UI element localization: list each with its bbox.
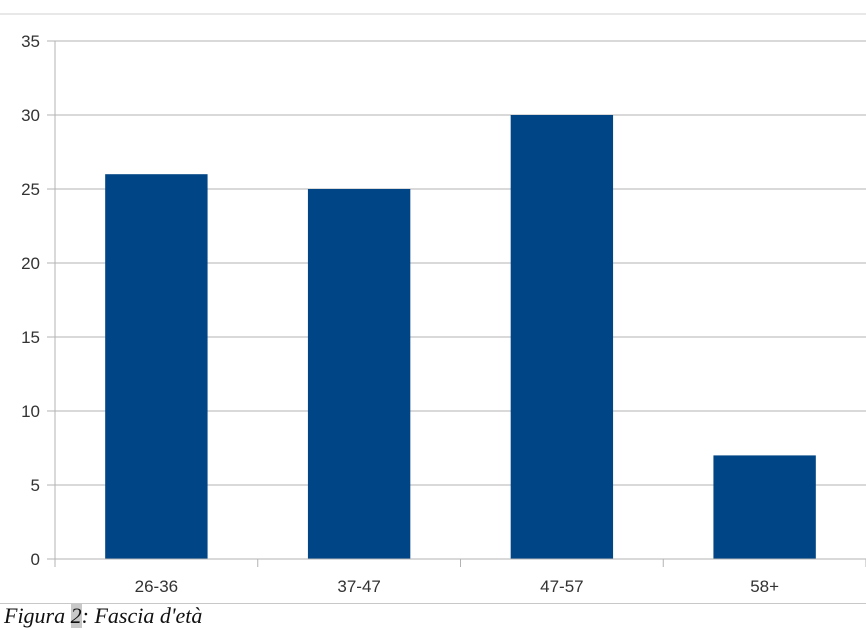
- bar-58+: [713, 455, 816, 559]
- y-tick-label: 15: [21, 328, 40, 347]
- bar-37-47: [307, 189, 411, 559]
- y-tick-labels: 0 5 10 15 20 25 30 35: [21, 32, 40, 569]
- y-tick-label: 25: [21, 180, 40, 199]
- y-tick-label: 35: [21, 32, 40, 51]
- figure-caption: Figura 2: Fascia d'età: [4, 602, 864, 630]
- bars: [105, 115, 816, 559]
- x-tick-label: 26-36: [135, 577, 178, 596]
- y-tick-label: 30: [21, 106, 40, 125]
- x-tick-label: 58+: [750, 577, 779, 596]
- bar-chart: 0 5 10 15 20 25 30 35 26-36 37-47 47-57 58+: [0, 13, 866, 596]
- y-tick-label: 0: [31, 550, 40, 569]
- caption-number: 2: [70, 603, 82, 628]
- y-tick-label: 20: [21, 254, 40, 273]
- caption-divider: [0, 603, 866, 604]
- bar-26-36: [105, 174, 208, 559]
- x-tick-label: 47-57: [540, 577, 583, 596]
- x-tick-label: 37-47: [337, 577, 380, 596]
- x-tick-labels: 26-36 37-47 47-57 58+: [135, 577, 779, 596]
- y-tick-label: 5: [31, 476, 40, 495]
- caption-suffix: : Fascia d'età: [81, 603, 203, 628]
- caption-prefix: Figura: [4, 603, 71, 628]
- axes: [54, 41, 866, 567]
- bar-47-57: [510, 115, 614, 559]
- y-tick-label: 10: [21, 402, 40, 421]
